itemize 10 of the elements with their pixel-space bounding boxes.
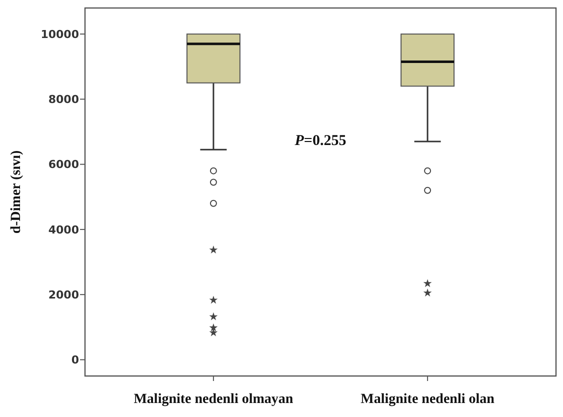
y-tick-label: 8000 — [48, 93, 80, 106]
y-axis-title: d-Dimer (sıvı) — [9, 150, 24, 234]
y-tick-label: 10000 — [40, 28, 80, 41]
annotation: P=0.255 — [294, 132, 346, 149]
x-tick-label: Malignite nedenli olmayan — [134, 392, 294, 407]
x-tick-label: Malignite nedenli olan — [360, 392, 495, 407]
y-tick-label: 4000 — [48, 223, 80, 236]
y-tick-label: 0 — [71, 354, 80, 367]
y-tick-label: 6000 — [48, 158, 80, 172]
y-tick-label: 2000 — [48, 288, 80, 302]
